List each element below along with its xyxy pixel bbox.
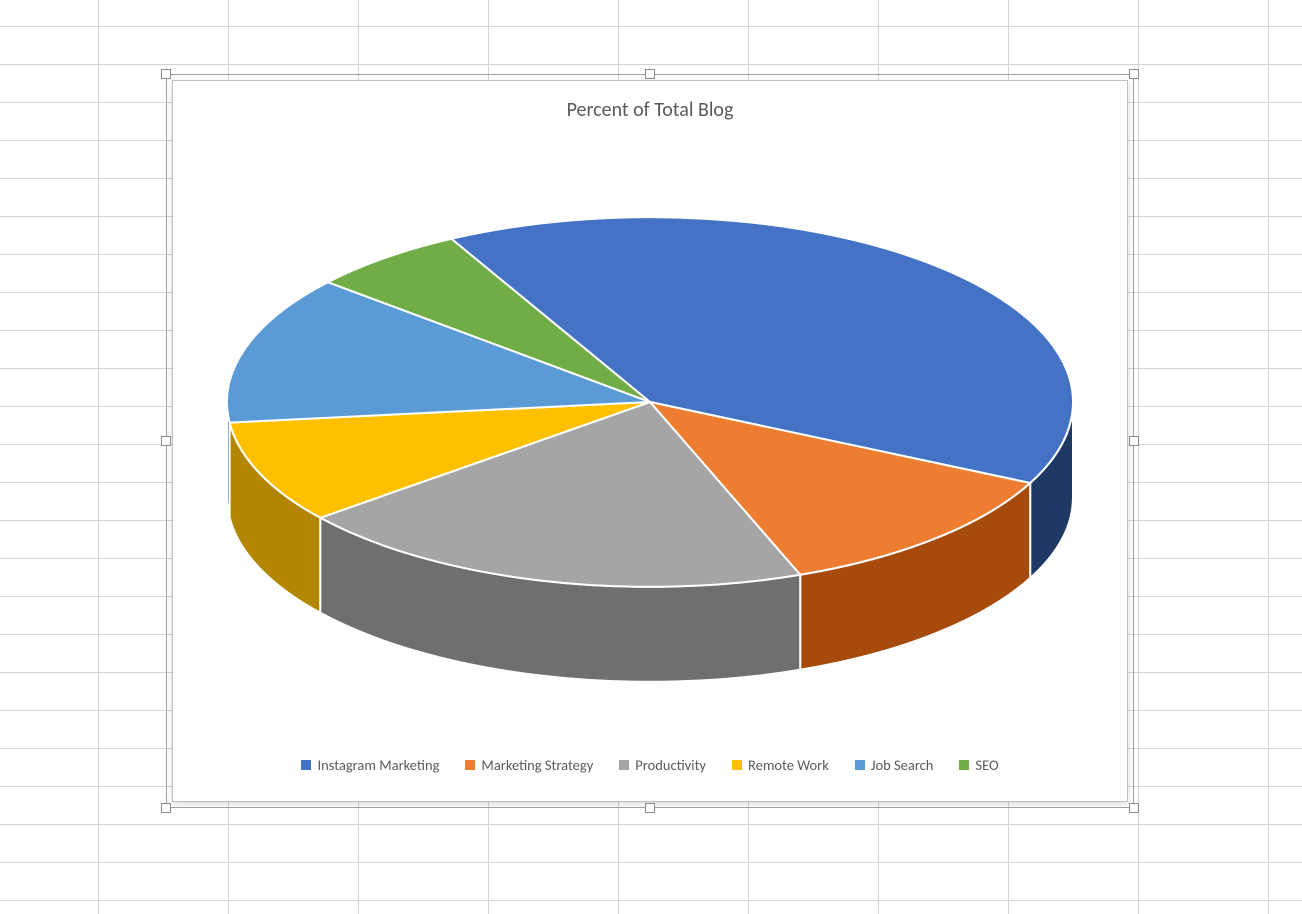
resize-handle-ne[interactable] — [1129, 69, 1139, 79]
pie-top — [227, 217, 1073, 587]
legend-item[interactable]: Remote Work — [732, 756, 829, 774]
legend-label: Remote Work — [748, 756, 829, 774]
legend-item[interactable]: Job Search — [855, 756, 934, 774]
legend-item[interactable]: SEO — [959, 756, 998, 774]
resize-handle-nw[interactable] — [161, 69, 171, 79]
legend-swatch — [619, 760, 629, 770]
pie-plot[interactable] — [200, 150, 1100, 710]
resize-handle-sw[interactable] — [161, 803, 171, 813]
legend-label: Instagram Marketing — [317, 756, 439, 774]
legend-item[interactable]: Marketing Strategy — [465, 756, 593, 774]
resize-handle-e[interactable] — [1129, 436, 1139, 446]
chart-title[interactable]: Percent of Total Blog — [172, 98, 1128, 122]
resize-handle-se[interactable] — [1129, 803, 1139, 813]
legend-label: Job Search — [871, 756, 934, 774]
chart-legend[interactable]: Instagram Marketing Marketing Strategy Pro… — [172, 756, 1128, 774]
legend-item[interactable]: Instagram Marketing — [301, 756, 439, 774]
legend-swatch — [301, 760, 311, 770]
legend-swatch — [465, 760, 475, 770]
legend-label: Productivity — [635, 756, 706, 774]
legend-swatch — [855, 760, 865, 770]
legend-swatch — [959, 760, 969, 770]
legend-label: SEO — [975, 756, 998, 774]
legend-item[interactable]: Productivity — [619, 756, 706, 774]
resize-handle-s[interactable] — [645, 803, 655, 813]
legend-swatch — [732, 760, 742, 770]
legend-label: Marketing Strategy — [481, 756, 593, 774]
resize-handle-w[interactable] — [161, 436, 171, 446]
chart-object[interactable]: Percent of Total Blog Instagram Marketin… — [172, 80, 1128, 802]
resize-handle-n[interactable] — [645, 69, 655, 79]
